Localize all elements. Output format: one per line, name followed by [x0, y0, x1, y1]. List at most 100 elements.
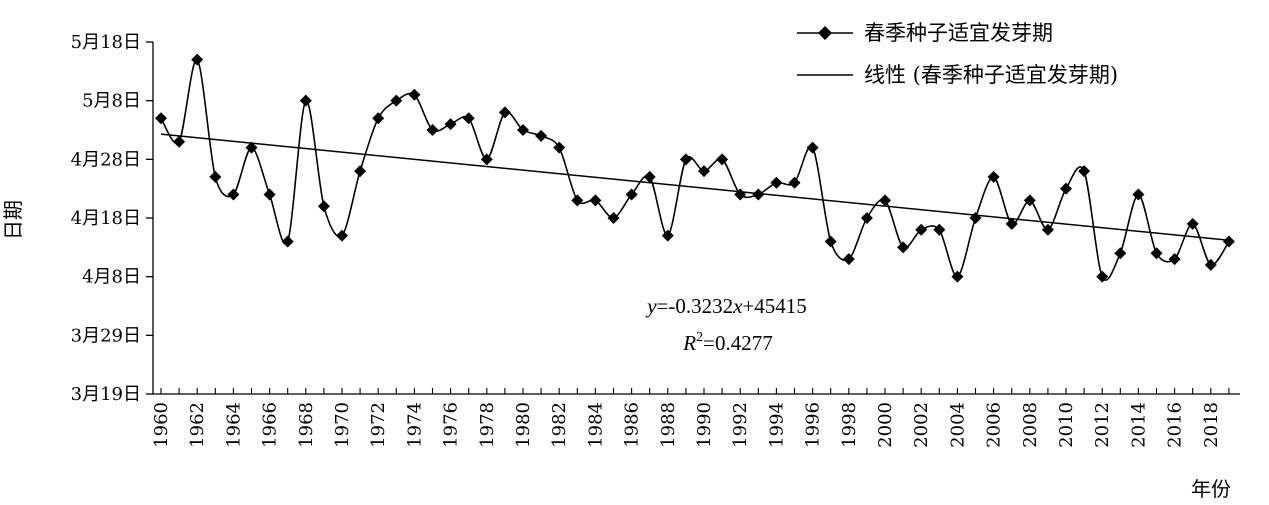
y-tick-label: 4月28日	[71, 149, 141, 170]
data-point	[1222, 235, 1235, 248]
y-axis-title: 日期	[1, 200, 25, 240]
x-tick-label: 2004	[947, 402, 968, 448]
data-point	[480, 153, 493, 166]
data-point	[788, 176, 801, 189]
equation-intercept: +45415	[742, 294, 806, 318]
data-point	[517, 124, 529, 136]
x-tick-label: 2010	[1056, 402, 1077, 448]
data-point	[336, 229, 348, 242]
x-tick-label: 1962	[187, 402, 208, 448]
data-point	[879, 194, 891, 207]
x-tick-label: 1994	[766, 402, 787, 448]
equation-y-var: y	[645, 294, 657, 318]
x-axis-title: 年份	[1191, 477, 1231, 501]
r-squared: R2=0.4277	[682, 330, 772, 355]
series-line	[160, 58, 1230, 281]
x-tick-label: 2012	[1092, 402, 1113, 448]
data-point	[661, 229, 674, 242]
x-tick-label: 2018	[1201, 402, 1222, 448]
data-point	[299, 94, 312, 107]
data-point	[643, 170, 656, 183]
x-tick-label: 1992	[730, 402, 751, 448]
legend-label-series-1: 春季种子适宜发芽期	[864, 21, 1053, 45]
x-tick-label: 1978	[477, 402, 498, 448]
x-tick-label: 1964	[223, 402, 244, 448]
data-point	[227, 188, 240, 201]
y-tick-label: 3月29日	[71, 325, 141, 346]
data-point	[1204, 258, 1217, 271]
data-point	[1041, 223, 1054, 236]
x-tick-label: 1982	[549, 402, 570, 448]
x-tick-label: 2002	[911, 402, 932, 448]
y-tick-label: 4月8日	[82, 267, 141, 288]
data-point	[444, 118, 457, 131]
x-tick-label: 1976	[441, 402, 462, 448]
data-point	[679, 153, 692, 166]
data-point	[770, 176, 783, 189]
data-point	[951, 270, 964, 283]
data-point	[933, 223, 946, 236]
r-squared-sup: 2	[696, 330, 703, 345]
data-point	[1096, 270, 1109, 283]
data-point	[734, 188, 747, 201]
equation-slope: =-0.3232	[657, 294, 734, 318]
data-point	[1186, 217, 1199, 230]
data-point	[969, 212, 982, 224]
x-tick-label: 1966	[260, 402, 281, 448]
data-point	[462, 112, 475, 125]
data-point	[987, 170, 1000, 183]
data-point	[806, 141, 819, 154]
x-tick-label: 1988	[658, 402, 679, 448]
data-point	[716, 153, 729, 166]
y-tick-label: 5月8日	[82, 91, 141, 112]
legend-marker-series-1	[818, 26, 832, 40]
legend-label-trendline: 线性 (春季种子适宜发芽期)	[864, 63, 1118, 87]
data-point	[390, 94, 403, 107]
x-tick-label: 1996	[803, 402, 824, 448]
r-squared-value: =0.4277	[703, 331, 773, 355]
x-tick-label: 1990	[694, 402, 715, 448]
x-tick-label: 2008	[1020, 402, 1041, 448]
x-tick-label: 1960	[151, 402, 172, 448]
x-tick-label: 2006	[984, 402, 1005, 448]
axes: 3月19日 3月29日 4月8日 4月18日 4月28日 5月8日 5月18日 1960 196…	[71, 32, 1240, 448]
data-point	[173, 135, 186, 148]
data-point	[607, 212, 620, 224]
data-point	[1168, 253, 1181, 266]
data-point	[408, 88, 421, 101]
data-point	[263, 188, 276, 201]
data-point	[625, 188, 638, 201]
data-point	[1132, 188, 1145, 201]
x-tick-label: 1968	[296, 402, 317, 448]
data-point	[354, 165, 367, 178]
x-tick-label: 1984	[585, 402, 606, 448]
data-point	[752, 188, 765, 201]
data-point	[281, 235, 294, 248]
x-tick-label: 2014	[1128, 402, 1149, 448]
y-tick-label: 3月19日	[71, 384, 141, 405]
data-point	[1060, 182, 1072, 195]
x-tick-label: 1986	[622, 402, 643, 448]
x-tick-label: 1974	[404, 402, 425, 448]
x-tick-label: 2000	[875, 402, 896, 448]
r-squared-var: R	[682, 331, 696, 355]
data-point	[897, 241, 910, 254]
x-tick-label: 1972	[368, 402, 389, 448]
data-point	[498, 106, 511, 119]
data-point	[589, 194, 602, 207]
data-point	[1078, 165, 1091, 178]
data-point	[571, 194, 584, 207]
data-point	[698, 165, 710, 178]
data-point	[209, 170, 222, 183]
data-point	[535, 129, 548, 142]
data-point	[553, 141, 566, 154]
y-tick-label: 4月18日	[71, 208, 141, 229]
data-point	[372, 112, 385, 125]
equation-x-var: x	[732, 294, 743, 318]
trendline	[160, 133, 1229, 242]
data-point	[245, 141, 258, 154]
y-tick-label: 5月18日	[71, 32, 141, 53]
regression-equation: y=-0.3232x+45415	[645, 294, 807, 318]
x-tick-label: 1970	[332, 402, 353, 448]
